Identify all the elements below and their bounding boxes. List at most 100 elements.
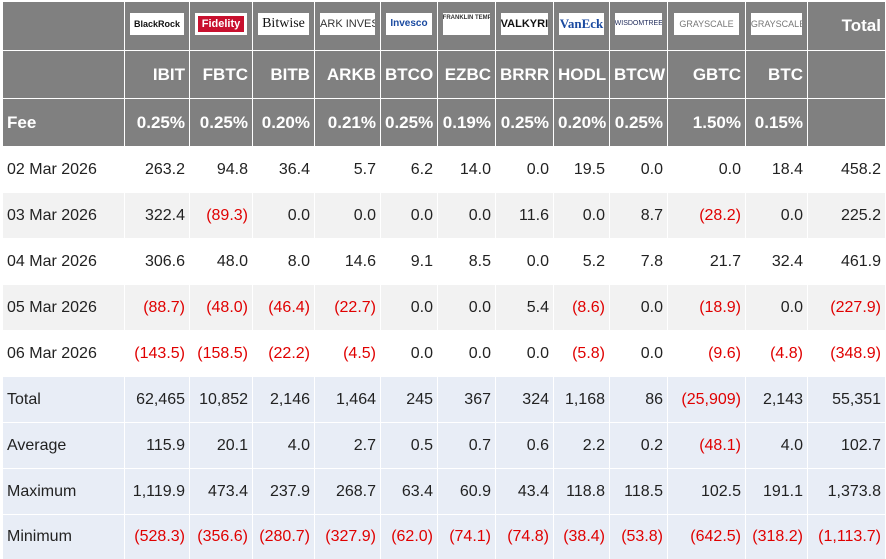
value-cell: 0.0 [667, 146, 746, 193]
fee: 0.20% [553, 98, 610, 147]
logo-cell: FRANKLIN TEMPLETON [437, 1, 496, 51]
ticker: BTCW [609, 50, 668, 99]
value-cell: 268.7 [314, 468, 381, 515]
summary-row: Total 62,465 10,852 2,146 1,464 245 367 324 1,16… [2, 376, 886, 423]
value-cell: 36.4 [252, 146, 315, 193]
value-cell: 9.1 [380, 238, 438, 285]
value-cell: (89.3) [189, 192, 253, 239]
value-cell: 306.6 [124, 238, 190, 285]
value-cell: (88.7) [124, 284, 190, 331]
fee-label: Fee [2, 98, 125, 147]
ticker: IBIT [124, 50, 190, 99]
value-cell: (4.8) [745, 330, 808, 377]
ticker: BTC [745, 50, 808, 99]
value-cell: 367 [437, 376, 496, 423]
value-cell: (9.6) [667, 330, 746, 377]
fee: 0.25% [124, 98, 190, 147]
value-cell: (25,909) [667, 376, 746, 423]
logo-text: Fidelity [197, 15, 245, 32]
logo-cell: VALKYRIE [495, 1, 554, 51]
row-label: 05 Mar 2026 [2, 284, 125, 331]
ticker: HODL [553, 50, 610, 99]
value-cell: (528.3) [124, 514, 190, 559]
issuer-logo: GRAYSCALE [750, 12, 803, 35]
row-label: Total [2, 376, 125, 423]
value-cell: 0.0 [380, 192, 438, 239]
ticker: BITB [252, 50, 315, 99]
value-cell: (143.5) [124, 330, 190, 377]
value-cell: 8.5 [437, 238, 496, 285]
value-cell: 10,852 [189, 376, 253, 423]
ticker: EZBC [437, 50, 496, 99]
issuer-logo: BlackRock [130, 12, 184, 35]
fee: 0.25% [189, 98, 253, 147]
issuer-logo: FRANKLIN TEMPLETON [442, 12, 491, 35]
ticker: GBTC [667, 50, 746, 99]
value-cell: 0.0 [495, 146, 554, 193]
fee: 0.20% [252, 98, 315, 147]
value-cell: 1,168 [553, 376, 610, 423]
value-cell: 5.4 [495, 284, 554, 331]
value-cell: 4.0 [745, 422, 808, 469]
value-cell: 237.9 [252, 468, 315, 515]
value-cell: 8.7 [609, 192, 668, 239]
value-cell: (4.5) [314, 330, 381, 377]
value-cell: (5.8) [553, 330, 610, 377]
value-cell: (356.6) [189, 514, 253, 559]
value-cell: 0.0 [314, 192, 381, 239]
value-cell: 7.8 [609, 238, 668, 285]
data-row: 05 Mar 2026 (88.7) (48.0) (46.4) (22.7) 0.0 0.… [2, 284, 886, 331]
logo-cell: GRAYSCALE [667, 1, 746, 51]
summary-row: Average 115.9 20.1 4.0 2.7 0.5 0.7 0.6 2.2 0.2 (48… [2, 422, 886, 469]
value-cell: 191.1 [745, 468, 808, 515]
summary-row: Maximum 1,119.9 473.4 237.9 268.7 63.4 60.9 43.… [2, 468, 886, 515]
fee: 0.25% [495, 98, 554, 147]
row-label: 04 Mar 2026 [2, 238, 125, 285]
logo-cell: GRAYSCALE [745, 1, 808, 51]
value-cell: 55,351 [807, 376, 886, 423]
value-cell: (22.2) [252, 330, 315, 377]
row-label: 02 Mar 2026 [2, 146, 125, 193]
logo-cell: Bitwise [252, 1, 315, 51]
value-cell: 0.0 [252, 192, 315, 239]
issuer-logo: VanEck [558, 12, 605, 35]
ticker: ARKB [314, 50, 381, 99]
value-cell: 8.0 [252, 238, 315, 285]
value-cell: (62.0) [380, 514, 438, 559]
value-cell: 0.5 [380, 422, 438, 469]
value-cell: 0.0 [380, 330, 438, 377]
value-cell: 0.0 [609, 330, 668, 377]
value-cell: (22.7) [314, 284, 381, 331]
logo-cell: BlackRock [124, 1, 190, 51]
row-label: 03 Mar 2026 [2, 192, 125, 239]
value-cell: 20.1 [189, 422, 253, 469]
value-cell: 94.8 [189, 146, 253, 193]
summary-row: Minimum (528.3) (356.6) (280.7) (327.9) (62.0… [2, 514, 886, 559]
value-cell: 458.2 [807, 146, 886, 193]
issuer-logo: Invesco [385, 12, 433, 35]
value-cell: 461.9 [807, 238, 886, 285]
value-cell: 245 [380, 376, 438, 423]
value-cell: 19.5 [553, 146, 610, 193]
value-cell: 2,143 [745, 376, 808, 423]
value-cell: 0.0 [437, 192, 496, 239]
value-cell: 4.0 [252, 422, 315, 469]
value-cell: 48.0 [189, 238, 253, 285]
value-cell: 263.2 [124, 146, 190, 193]
value-cell: 2,146 [252, 376, 315, 423]
value-cell: 0.6 [495, 422, 554, 469]
value-cell: 14.6 [314, 238, 381, 285]
value-cell: 225.2 [807, 192, 886, 239]
ticker: BTCO [380, 50, 438, 99]
logo-row: BlackRock Fidelity Bitwise ARK INVEST Invesc… [2, 1, 886, 51]
value-cell: 0.0 [380, 284, 438, 331]
issuer-logo: WISDOMTREE [614, 12, 663, 35]
data-row: 03 Mar 2026 322.4 (89.3) 0.0 0.0 0.0 0.0 11.6 0.… [2, 192, 886, 239]
value-cell: 473.4 [189, 468, 253, 515]
value-cell: 0.0 [437, 330, 496, 377]
logo-cell: VanEck [553, 1, 610, 51]
value-cell: 32.4 [745, 238, 808, 285]
issuer-logo: VALKYRIE [500, 12, 549, 35]
row-label: Maximum [2, 468, 125, 515]
